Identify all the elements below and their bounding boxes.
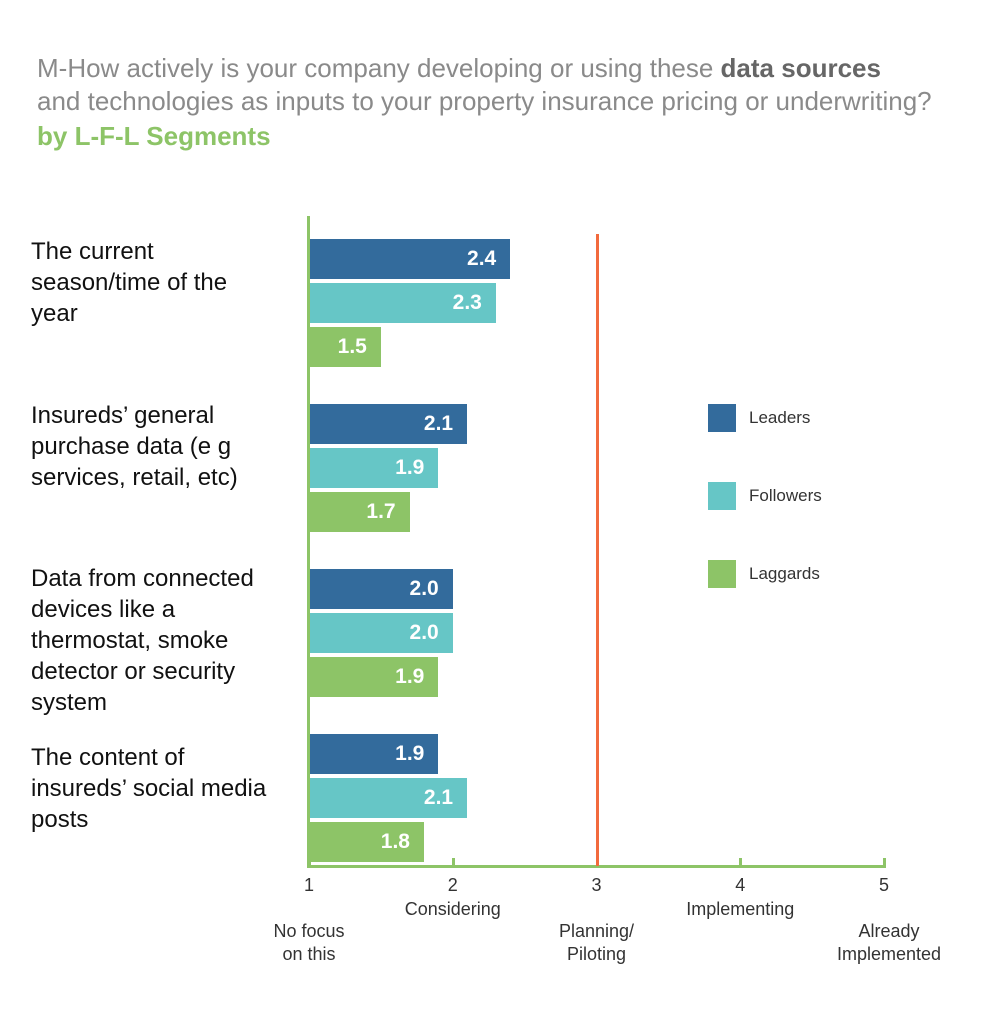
scale-label: Planning/Piloting [527, 920, 667, 966]
bar-laggards [309, 822, 424, 862]
category-label-line: system [31, 689, 108, 716]
category-label-line: thermostat, smoke [31, 627, 229, 654]
bar-followers [309, 778, 468, 818]
reference-line [595, 234, 599, 866]
category-label-line: purchase data (e g [31, 433, 232, 460]
x-tick-label: 3 [591, 875, 602, 895]
x-tick-mark [739, 858, 743, 868]
bar-value-label: 2.0 [409, 621, 439, 644]
x-tick-mark [308, 858, 311, 868]
title-prefix: M-How actively is your company developin… [37, 53, 721, 83]
scale-label-line: Implementing [686, 899, 795, 919]
category-label-line: devices like a [31, 596, 176, 623]
x-tick-label: 2 [447, 875, 458, 895]
bar-value-label: 2.4 [467, 247, 497, 270]
bar-value-label: 2.1 [423, 786, 454, 809]
category-label: Data from connected devices like a thermos… [31, 563, 296, 718]
category-label-line: services, retail, etc) [31, 464, 238, 491]
scale-label: Implementing [670, 898, 810, 921]
category-label: The current season/time of the year [31, 236, 296, 329]
x-tick-label: 5 [878, 875, 889, 895]
bar-value-label: 1.7 [366, 500, 396, 523]
bar-leaders [309, 734, 439, 774]
bar-followers [309, 613, 453, 653]
scale-label-line: on this [282, 944, 336, 964]
legend-swatch-leaders [708, 404, 736, 432]
legend-swatch-laggards [708, 560, 736, 588]
category-label-line: Insureds’ general [31, 402, 215, 429]
legend-label: Followers [749, 486, 822, 505]
scale-label-line: Piloting [566, 944, 627, 964]
title-emphasis: data sources [720, 53, 881, 83]
scale-label-line: Planning/ [558, 921, 635, 941]
bar-value-label: 2.1 [423, 412, 454, 435]
bar-leaders [309, 404, 468, 444]
legend-swatch-followers [708, 482, 736, 510]
category-label-line: The content of [31, 744, 185, 771]
bar-followers [309, 448, 439, 488]
bar-value-label: 1.9 [395, 742, 425, 765]
x-tick-label: 1 [303, 875, 314, 895]
scale-label: No focus on this [239, 920, 379, 966]
bar-laggards [309, 657, 439, 697]
category-label-line: season/time of the [31, 269, 228, 296]
category-label-line: detector or security [31, 658, 236, 685]
category-label-line: The current [31, 238, 154, 265]
scale-label-line: Implemented [836, 944, 942, 964]
x-tick-mark [451, 858, 455, 868]
bar-value-label: 1.9 [395, 665, 425, 688]
bar-followers [309, 283, 496, 323]
bar-value-label: 2.0 [409, 577, 439, 600]
x-tick-mark [883, 858, 886, 868]
bar-laggards [309, 327, 381, 367]
title-line2: and technologies as inputs to your prope… [37, 86, 932, 116]
category-label: The content of insureds’ social media post… [31, 742, 296, 835]
scale-label-line: Already [858, 921, 920, 941]
category-label-line: Data from connected [31, 565, 254, 592]
bar-laggards [309, 492, 410, 532]
legend-label: Laggards [749, 564, 820, 583]
bar-leaders [309, 239, 511, 279]
scale-label: Already Implemented [819, 920, 959, 966]
legend-label: Leaders [749, 408, 811, 427]
bar-leaders [309, 569, 453, 609]
y-axis-line [307, 216, 310, 866]
category-label-line: posts [31, 806, 89, 833]
scale-label-line: No focus [273, 921, 345, 941]
category-label: Insureds’ general purchase data (e g servi… [31, 400, 296, 493]
bar-value-label: 1.9 [395, 456, 425, 479]
scale-label: Considering [383, 898, 523, 921]
bar-value-label: 1.8 [380, 830, 410, 853]
bar-value-label: 1.5 [337, 335, 367, 358]
category-label-line: year [31, 300, 78, 327]
scale-label-line: Considering [404, 899, 501, 919]
chart-title: M-How actively is your company developin… [37, 52, 977, 118]
x-tick-label: 4 [735, 875, 746, 895]
bar-value-label: 2.3 [452, 291, 482, 314]
category-label-line: insureds’ social media [31, 775, 267, 802]
chart-subtitle: by L-F-L Segments [37, 121, 271, 151]
